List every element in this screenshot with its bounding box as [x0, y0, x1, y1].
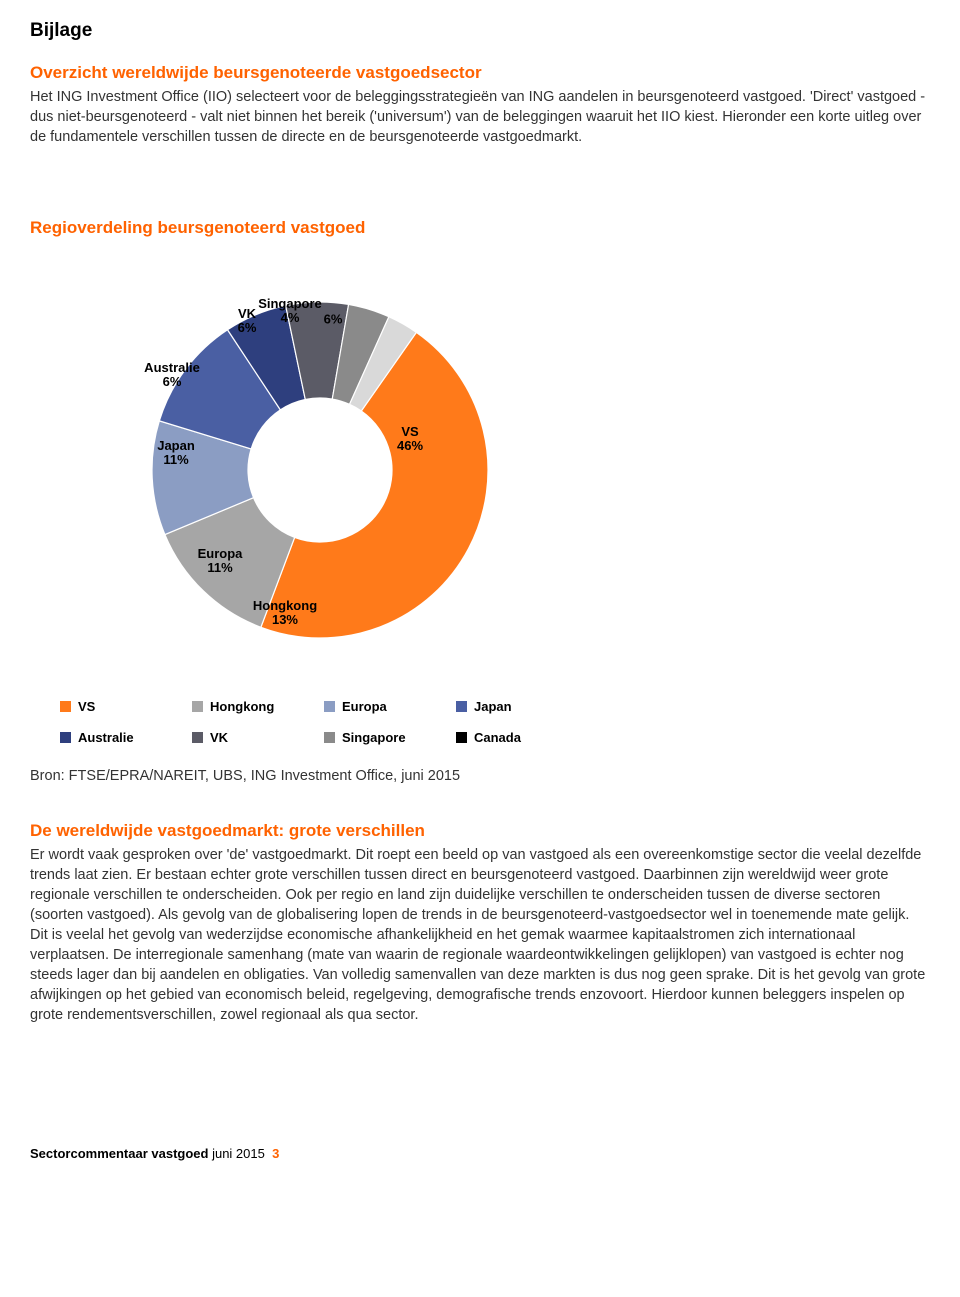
legend-label: Australie — [78, 729, 134, 747]
slice-label-japan: Japan11% — [157, 439, 195, 469]
legend-swatch — [324, 732, 335, 743]
legend-item-europa: Europa — [324, 698, 448, 716]
footer-title: Sectorcommentaar vastgoed — [30, 1146, 208, 1161]
legend-swatch — [60, 701, 71, 712]
legend-label: Singapore — [342, 729, 406, 747]
intro-section: Overzicht wereldwijde beursgenoteerde va… — [30, 62, 930, 147]
intro-body: Het ING Investment Office (IIO) selectee… — [30, 87, 930, 147]
chart-source: Bron: FTSE/EPRA/NAREIT, UBS, ING Investm… — [30, 767, 580, 787]
slice-label-vs: VS46% — [397, 425, 423, 455]
legend-label: Canada — [474, 729, 521, 747]
legend-item-vs: VS — [60, 698, 184, 716]
page-title: Bijlage — [30, 18, 930, 44]
legend-label: VK — [210, 729, 228, 747]
slice-label-vk: VK6% — [238, 307, 257, 337]
chart-title: Regioverdeling beursgenoteerd vastgoed — [30, 217, 930, 240]
legend-label: Europa — [342, 698, 387, 716]
footer-page: 3 — [272, 1146, 279, 1161]
slice-label-australie: Australie6% — [144, 361, 200, 391]
legend-item-australie: Australie — [60, 729, 184, 747]
intro-heading: Overzicht wereldwijde beursgenoteerde va… — [30, 62, 930, 85]
slice-label-singapore: Singapore4% — [258, 297, 322, 327]
chart-legend: VS Hongkong Europa Japan Australie VK Singapor… — [60, 698, 580, 747]
legend-swatch — [456, 732, 467, 743]
legend-item-canada: Canada — [456, 729, 580, 747]
section-verschillen: De wereldwijde vastgoedmarkt: grote vers… — [30, 820, 930, 1025]
slice-label-canada: 6% — [324, 312, 343, 327]
legend-label: Hongkong — [210, 698, 274, 716]
donut-chart: VS46% Hongkong13% Europa11% Japan11% Austral… — [110, 260, 530, 680]
section2-body: Er wordt vaak gesproken over 'de' vastgo… — [30, 845, 930, 1025]
legend-item-hongkong: Hongkong — [192, 698, 316, 716]
footer-date: juni 2015 — [212, 1146, 265, 1161]
section2-heading: De wereldwijde vastgoedmarkt: grote vers… — [30, 820, 930, 843]
legend-item-vk: VK — [192, 729, 316, 747]
legend-swatch — [456, 701, 467, 712]
slice-label-europa: Europa11% — [198, 547, 243, 577]
slice-label-hongkong: Hongkong13% — [253, 599, 317, 629]
legend-label: VS — [78, 698, 95, 716]
legend-item-singapore: Singapore — [324, 729, 448, 747]
footer: Sectorcommentaar vastgoed juni 2015 3 — [30, 1145, 930, 1163]
legend-swatch — [192, 732, 203, 743]
legend-swatch — [60, 732, 71, 743]
legend-item-japan: Japan — [456, 698, 580, 716]
chart-container: VS46% Hongkong13% Europa11% Japan11% Austral… — [60, 260, 580, 787]
legend-swatch — [324, 701, 335, 712]
legend-label: Japan — [474, 698, 512, 716]
legend-swatch — [192, 701, 203, 712]
